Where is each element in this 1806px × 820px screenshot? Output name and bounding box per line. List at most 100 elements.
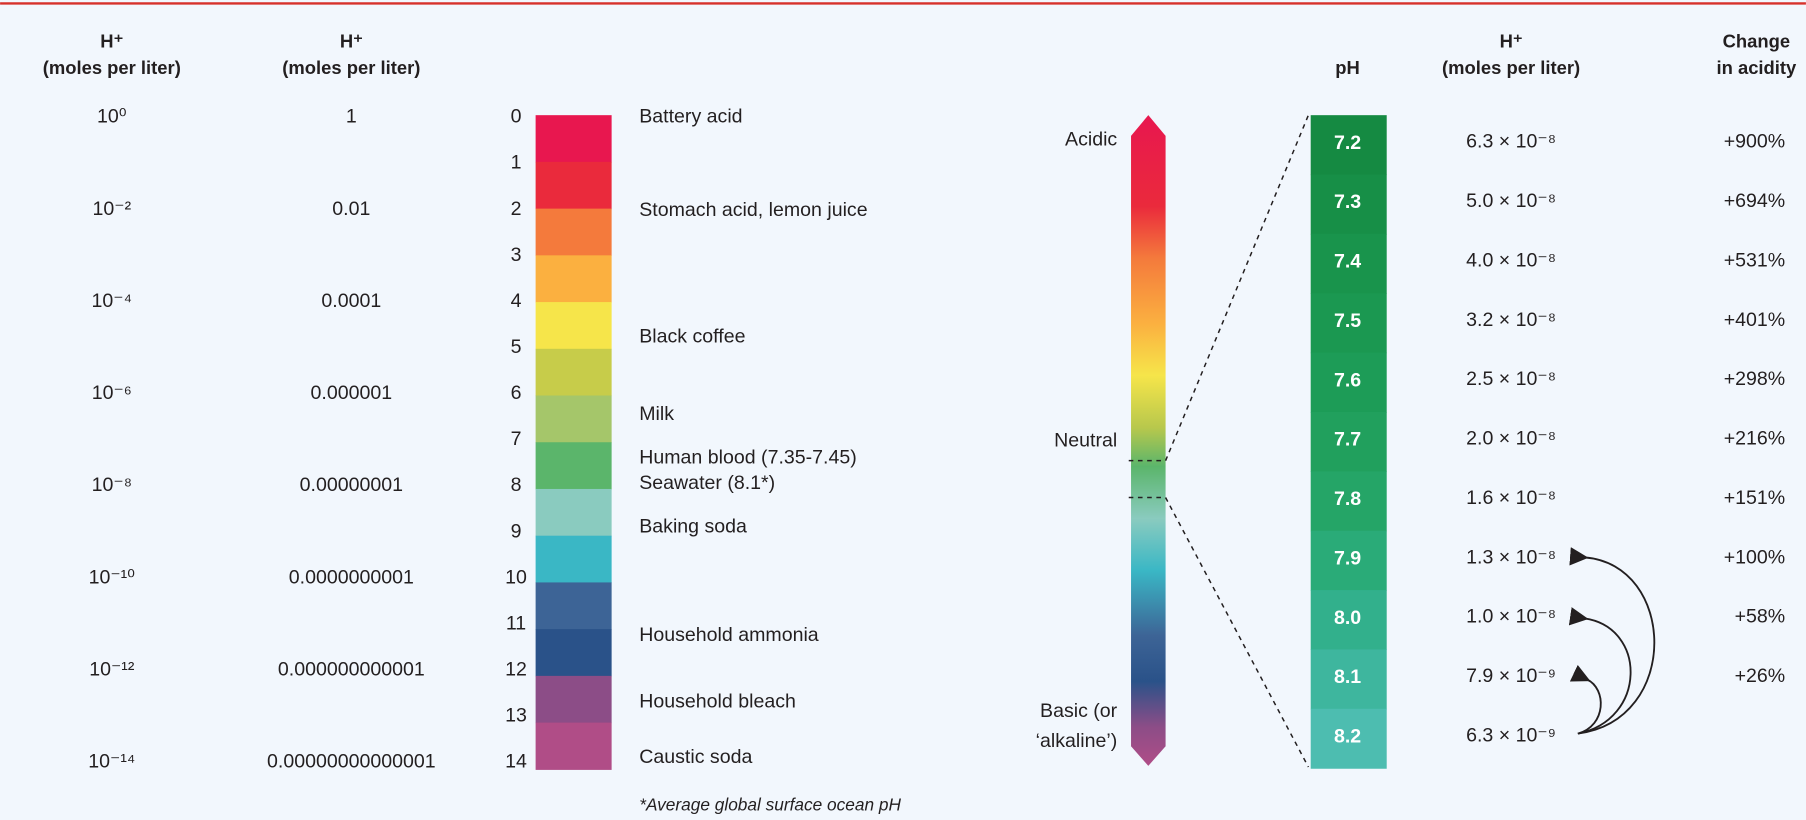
cell: 0.0001 xyxy=(321,290,381,312)
scale-band xyxy=(535,395,612,443)
h-conc: 4.0 × 10⁻⁸ xyxy=(1466,249,1556,271)
scale-band xyxy=(535,442,612,490)
h-conc: 1.3 × 10⁻⁸ xyxy=(1466,546,1556,568)
change: +100% xyxy=(1724,546,1785,568)
cell: 10⁻¹² xyxy=(89,658,135,680)
substance: Caustic soda xyxy=(639,746,752,768)
cell: 10⁻⁸ xyxy=(92,474,132,496)
cell: 10⁻² xyxy=(92,198,131,220)
change: +298% xyxy=(1724,368,1785,390)
change: +401% xyxy=(1724,309,1785,331)
ph: 7.3 xyxy=(1334,191,1361,213)
h-conc: 6.3 × 10⁻⁸ xyxy=(1466,131,1556,153)
basic-label: Basic (or xyxy=(1040,700,1118,722)
header: (moles per liter) xyxy=(1442,57,1580,78)
substance: Household ammonia xyxy=(639,624,819,646)
scale-band xyxy=(535,488,612,537)
cell: 0.01 xyxy=(332,198,370,220)
cell: 10⁰ xyxy=(97,106,127,128)
zoom-lines xyxy=(1128,114,1310,768)
change: +531% xyxy=(1724,249,1785,271)
ph: 7.2 xyxy=(1334,132,1361,154)
cell: 0.000000000001 xyxy=(278,658,425,680)
scale-band xyxy=(535,208,612,256)
substance: Household bleach xyxy=(639,691,796,713)
cell: 0.00000000000001 xyxy=(267,751,436,773)
ph: 7.9 xyxy=(1334,547,1361,569)
ph: 7.7 xyxy=(1334,429,1361,451)
h-conc: 1.0 × 10⁻⁸ xyxy=(1466,606,1556,628)
header: H⁺ xyxy=(340,30,363,51)
ph: 8.0 xyxy=(1334,607,1361,629)
h-conc: 2.0 × 10⁻⁸ xyxy=(1466,428,1556,450)
ph-cell xyxy=(1310,649,1387,710)
header: H⁺ xyxy=(1500,30,1523,51)
scale-band xyxy=(535,302,612,350)
ph: 8.1 xyxy=(1334,666,1361,688)
neutral-label: Neutral xyxy=(1054,429,1117,451)
header: Change xyxy=(1723,30,1791,51)
cell: 0.00000001 xyxy=(300,474,403,496)
scale-band xyxy=(535,348,612,397)
level: 14 xyxy=(505,751,527,773)
cell: 1 xyxy=(346,106,357,128)
change: +58% xyxy=(1735,606,1786,628)
scale-band xyxy=(535,582,612,630)
level: 13 xyxy=(505,705,527,727)
h-conc: 6.3 × 10⁻⁹ xyxy=(1466,724,1556,746)
substance: Battery acid xyxy=(639,106,742,128)
scale-band xyxy=(535,115,612,163)
level: 6 xyxy=(511,382,522,404)
ph-cell xyxy=(1310,115,1387,176)
ph-cell xyxy=(1310,471,1387,532)
header: pH xyxy=(1335,57,1360,78)
level: 11 xyxy=(506,612,526,634)
cell: 10⁻¹⁴ xyxy=(88,751,135,773)
scale-band xyxy=(535,675,612,724)
header: H⁺ xyxy=(100,30,123,51)
change: +694% xyxy=(1724,190,1785,212)
acidic-label: Acidic xyxy=(1065,129,1117,151)
scale-band xyxy=(535,535,612,583)
h-conc: 7.9 × 10⁻⁹ xyxy=(1466,665,1556,687)
curved-arrows xyxy=(1568,547,1656,735)
ph: 8.2 xyxy=(1334,726,1361,748)
ph-cell xyxy=(1310,174,1387,235)
ph: 7.4 xyxy=(1334,251,1361,273)
level: 5 xyxy=(511,336,522,358)
h-conc: 5.0 × 10⁻⁸ xyxy=(1466,190,1556,212)
level: 8 xyxy=(511,474,522,496)
substance: Human blood (7.35-7.45) xyxy=(639,447,857,469)
substance: Milk xyxy=(639,403,674,425)
header: (moles per liter) xyxy=(43,57,181,78)
cell: 10⁻⁴ xyxy=(92,290,133,312)
scale-band xyxy=(535,722,612,770)
level: 10 xyxy=(505,566,527,588)
ph-cell xyxy=(1310,233,1387,294)
h-conc: 3.2 × 10⁻⁸ xyxy=(1466,309,1556,331)
ph-cell xyxy=(1310,411,1387,472)
header: in acidity xyxy=(1717,57,1798,78)
substance: Stomach acid, lemon juice xyxy=(639,199,867,221)
ph-cell xyxy=(1310,530,1387,591)
change: +900% xyxy=(1724,131,1785,153)
ph-cell xyxy=(1310,293,1387,354)
ph-cell xyxy=(1310,590,1387,651)
level: 12 xyxy=(505,658,527,680)
level: 9 xyxy=(511,520,522,542)
change: +151% xyxy=(1724,487,1785,509)
level: 7 xyxy=(511,428,522,450)
level: 0 xyxy=(511,106,522,128)
ph: 7.6 xyxy=(1334,369,1361,391)
scale-band xyxy=(535,255,612,303)
cell: 0.0000000001 xyxy=(289,566,414,588)
level: 2 xyxy=(511,198,522,220)
cell: 10⁻¹⁰ xyxy=(89,566,136,588)
h-conc: 1.6 × 10⁻⁸ xyxy=(1466,487,1556,509)
header: (moles per liter) xyxy=(282,57,420,78)
h-conc: 2.5 × 10⁻⁸ xyxy=(1466,368,1556,390)
ph: 7.5 xyxy=(1334,310,1361,332)
gradient-arrow xyxy=(1131,115,1166,766)
level: 3 xyxy=(511,244,522,266)
